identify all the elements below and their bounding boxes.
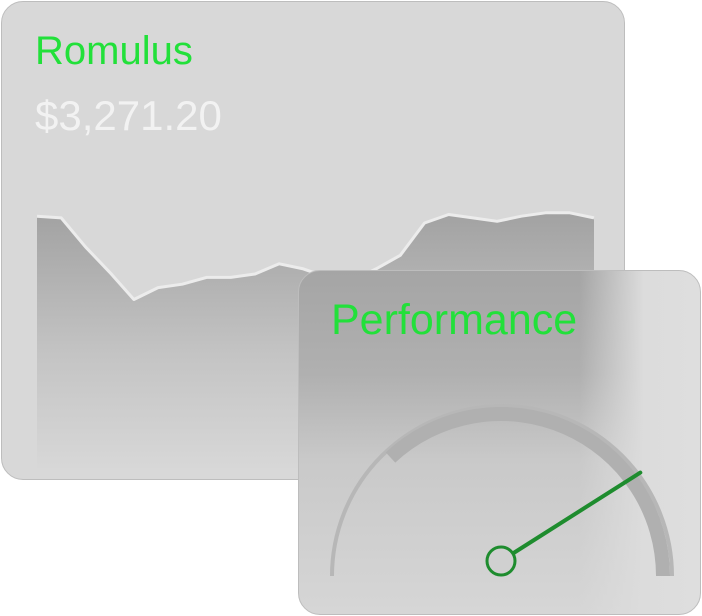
gauge-needle xyxy=(510,470,643,556)
gauge-hub xyxy=(485,545,517,577)
gauge-title: Performance xyxy=(331,296,578,344)
gauge-track-thin xyxy=(330,404,674,577)
stock-name: Romulus xyxy=(35,29,193,73)
gauge-dial xyxy=(330,404,674,577)
performance-widget[interactable]: Performance xyxy=(298,270,701,615)
stock-price: $3,271.20 xyxy=(35,92,222,139)
gauge-track-band xyxy=(385,407,670,577)
